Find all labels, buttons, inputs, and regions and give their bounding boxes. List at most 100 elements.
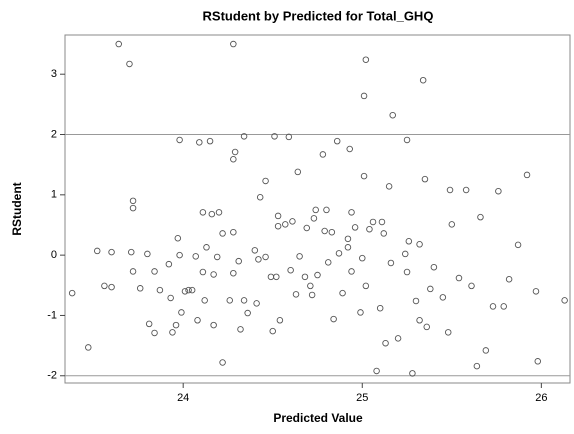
point [219, 359, 226, 366]
point [237, 326, 244, 333]
plot-frame [64, 34, 571, 384]
point [68, 289, 76, 297]
point [129, 204, 137, 212]
point [145, 320, 153, 328]
point [514, 241, 522, 249]
point [308, 291, 316, 299]
point [348, 268, 355, 275]
point [482, 347, 490, 354]
point [335, 250, 343, 257]
point [423, 323, 430, 331]
point [126, 60, 133, 68]
point [194, 317, 201, 324]
x-axis-label: Predicted Value [273, 411, 363, 425]
point [136, 285, 144, 292]
x-tick-label: 24 [177, 392, 189, 404]
point [167, 294, 174, 302]
point [427, 285, 434, 293]
point [274, 222, 282, 230]
point [333, 137, 341, 145]
point [387, 259, 395, 267]
point [430, 263, 438, 271]
point [310, 215, 318, 222]
point [274, 212, 282, 220]
point [210, 271, 217, 278]
point [203, 244, 210, 251]
point [271, 133, 278, 140]
point [115, 40, 122, 48]
point [339, 289, 346, 297]
point [412, 297, 420, 305]
point [330, 315, 337, 323]
point [376, 304, 384, 312]
point [444, 329, 452, 336]
point [235, 257, 242, 265]
point [405, 238, 413, 245]
point [269, 327, 276, 335]
point [172, 321, 180, 329]
point [188, 286, 196, 294]
point [199, 209, 207, 216]
point [362, 282, 370, 290]
point [403, 268, 411, 276]
point [468, 282, 475, 290]
point [285, 133, 293, 141]
point [210, 321, 217, 329]
point [206, 137, 214, 145]
point [500, 303, 507, 310]
point [389, 111, 396, 119]
point [312, 206, 319, 214]
point [165, 260, 173, 268]
point [360, 92, 368, 100]
point [292, 291, 300, 298]
point [495, 187, 502, 195]
point [409, 370, 416, 377]
point [419, 76, 427, 84]
point [176, 251, 183, 259]
point [378, 218, 386, 226]
point [489, 303, 497, 310]
point [230, 269, 237, 277]
point [477, 213, 484, 221]
point [455, 274, 463, 282]
point [201, 297, 208, 304]
point [215, 209, 223, 216]
point [156, 286, 164, 294]
point [357, 309, 364, 316]
point [208, 210, 216, 218]
point [403, 136, 411, 144]
point [505, 276, 513, 283]
point [294, 168, 302, 176]
point [369, 218, 377, 226]
point [314, 271, 321, 279]
point [328, 228, 336, 236]
point [346, 145, 353, 153]
point [359, 254, 366, 262]
point [439, 294, 447, 301]
point [416, 317, 423, 324]
point [344, 244, 352, 251]
point [303, 224, 311, 232]
point [262, 177, 269, 185]
point [446, 186, 454, 194]
point [523, 171, 531, 179]
point [192, 253, 199, 260]
point [108, 283, 115, 291]
point [296, 253, 303, 260]
point [176, 136, 183, 144]
point [462, 186, 470, 194]
point [380, 230, 388, 237]
x-tick-label: 26 [535, 392, 547, 404]
y-tick-label: 0 [51, 249, 57, 261]
point [362, 56, 370, 63]
point [385, 183, 393, 190]
point [151, 268, 158, 275]
point [129, 197, 137, 205]
point [256, 193, 264, 201]
point [219, 230, 226, 237]
point [532, 288, 540, 295]
point [199, 268, 207, 276]
point [416, 241, 423, 248]
y-tick-label: 3 [51, 68, 57, 80]
